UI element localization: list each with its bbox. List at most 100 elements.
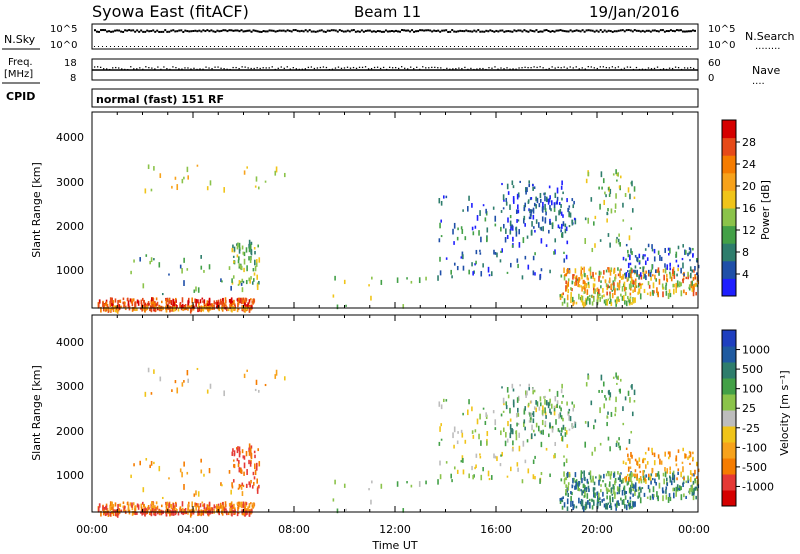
power-cell xyxy=(230,302,233,307)
power-cell xyxy=(673,283,676,288)
velocity-cell xyxy=(625,447,628,450)
velocity-cell xyxy=(561,435,564,442)
nsky-point xyxy=(164,29,167,32)
velocity-cell xyxy=(575,481,578,486)
colorbar-tick-label: 25 xyxy=(742,402,756,415)
nsky-point xyxy=(693,29,696,32)
power-cell xyxy=(168,273,170,276)
velocity-cell xyxy=(549,424,551,428)
velocity-cell xyxy=(535,407,537,413)
velocity-cell xyxy=(608,505,611,508)
velocity-cell xyxy=(480,474,483,481)
nsearch-point xyxy=(182,46,183,47)
velocity-cell xyxy=(676,484,679,490)
nsearch-point xyxy=(486,46,487,47)
nave-point xyxy=(638,68,641,71)
nsearch-point xyxy=(318,46,319,47)
power-cell xyxy=(517,204,519,210)
velocity-cell xyxy=(264,383,267,387)
nave-point xyxy=(623,67,626,69)
power-cell xyxy=(233,260,235,264)
power-cell xyxy=(584,238,587,244)
nsearch-point xyxy=(226,46,227,47)
nave-point xyxy=(214,66,216,68)
power-cell xyxy=(190,304,193,307)
power-cell xyxy=(239,280,242,284)
nave-point xyxy=(280,66,282,68)
velocity-cell xyxy=(184,511,187,515)
velocity-cell xyxy=(673,487,676,492)
velocity-cell xyxy=(565,476,568,481)
velocity-cell xyxy=(658,482,661,489)
velocity-cell xyxy=(189,511,192,518)
velocity-cell xyxy=(580,489,582,492)
velocity-cell xyxy=(451,479,453,483)
velocity-cell xyxy=(134,508,136,512)
velocity-cell xyxy=(625,475,628,481)
nsky-point xyxy=(477,29,480,32)
nsky-point xyxy=(388,30,391,33)
nave-point xyxy=(268,67,270,69)
power-cell xyxy=(172,299,175,305)
nsky-point xyxy=(188,30,191,33)
power-cell xyxy=(587,281,590,286)
power-cell xyxy=(581,295,584,301)
velocity-cell xyxy=(230,502,233,508)
power-cell xyxy=(512,196,515,202)
velocity-cell xyxy=(440,423,443,427)
nave-point xyxy=(274,68,276,71)
power-cell xyxy=(639,267,642,270)
velocity-cell xyxy=(535,422,538,428)
velocity-ylabel: Slant Range [km] xyxy=(30,365,43,461)
velocity-cell xyxy=(669,466,671,471)
nave-point xyxy=(382,66,385,69)
nsky-point xyxy=(156,29,159,32)
velocity-cell xyxy=(534,455,536,459)
power-cell xyxy=(532,207,535,214)
nsearch-point xyxy=(170,46,171,47)
power-cell xyxy=(445,257,448,260)
colorbar-segment xyxy=(722,458,736,475)
velocity-cell xyxy=(109,501,112,506)
velocity-cell xyxy=(651,467,654,474)
nsky-point xyxy=(681,30,684,33)
power-cell xyxy=(533,186,536,189)
power-cell xyxy=(528,208,530,212)
nsky-point xyxy=(258,30,261,33)
power-cell xyxy=(166,297,169,303)
nsearch-point xyxy=(450,46,451,47)
velocity-cell xyxy=(97,506,100,513)
nsky-point xyxy=(140,29,143,32)
velocity-cell xyxy=(237,487,240,490)
velocity-cell xyxy=(248,447,250,453)
station-title: Syowa East (fitACF) xyxy=(92,2,249,21)
power-cell xyxy=(689,272,692,279)
velocity-cell xyxy=(511,383,514,389)
power-cell xyxy=(180,304,183,309)
nsky-point xyxy=(346,29,349,32)
power-cell xyxy=(196,164,199,167)
power-cell xyxy=(629,269,631,275)
nsky-point xyxy=(571,30,574,33)
velocity-cell xyxy=(630,430,633,434)
power-cell xyxy=(256,274,258,280)
power-cell xyxy=(218,307,221,312)
power-cell xyxy=(516,193,519,200)
nsky-point xyxy=(423,29,426,32)
velocity-cell xyxy=(168,477,170,480)
power-cell xyxy=(629,292,632,296)
velocity-cell xyxy=(186,471,189,475)
nave-point xyxy=(668,67,671,69)
nsky-point xyxy=(376,30,379,33)
power-cell xyxy=(675,289,677,293)
velocity-cell xyxy=(152,504,155,511)
velocity-cell xyxy=(558,405,561,409)
power-cell xyxy=(601,295,603,299)
velocity-cell xyxy=(608,397,611,401)
nsky-point xyxy=(310,30,313,33)
nsearch-point xyxy=(550,46,551,47)
velocity-cell xyxy=(635,489,638,492)
velocity-cell xyxy=(452,432,454,439)
nsearch-point xyxy=(130,46,131,47)
velocity-cell xyxy=(618,488,620,495)
